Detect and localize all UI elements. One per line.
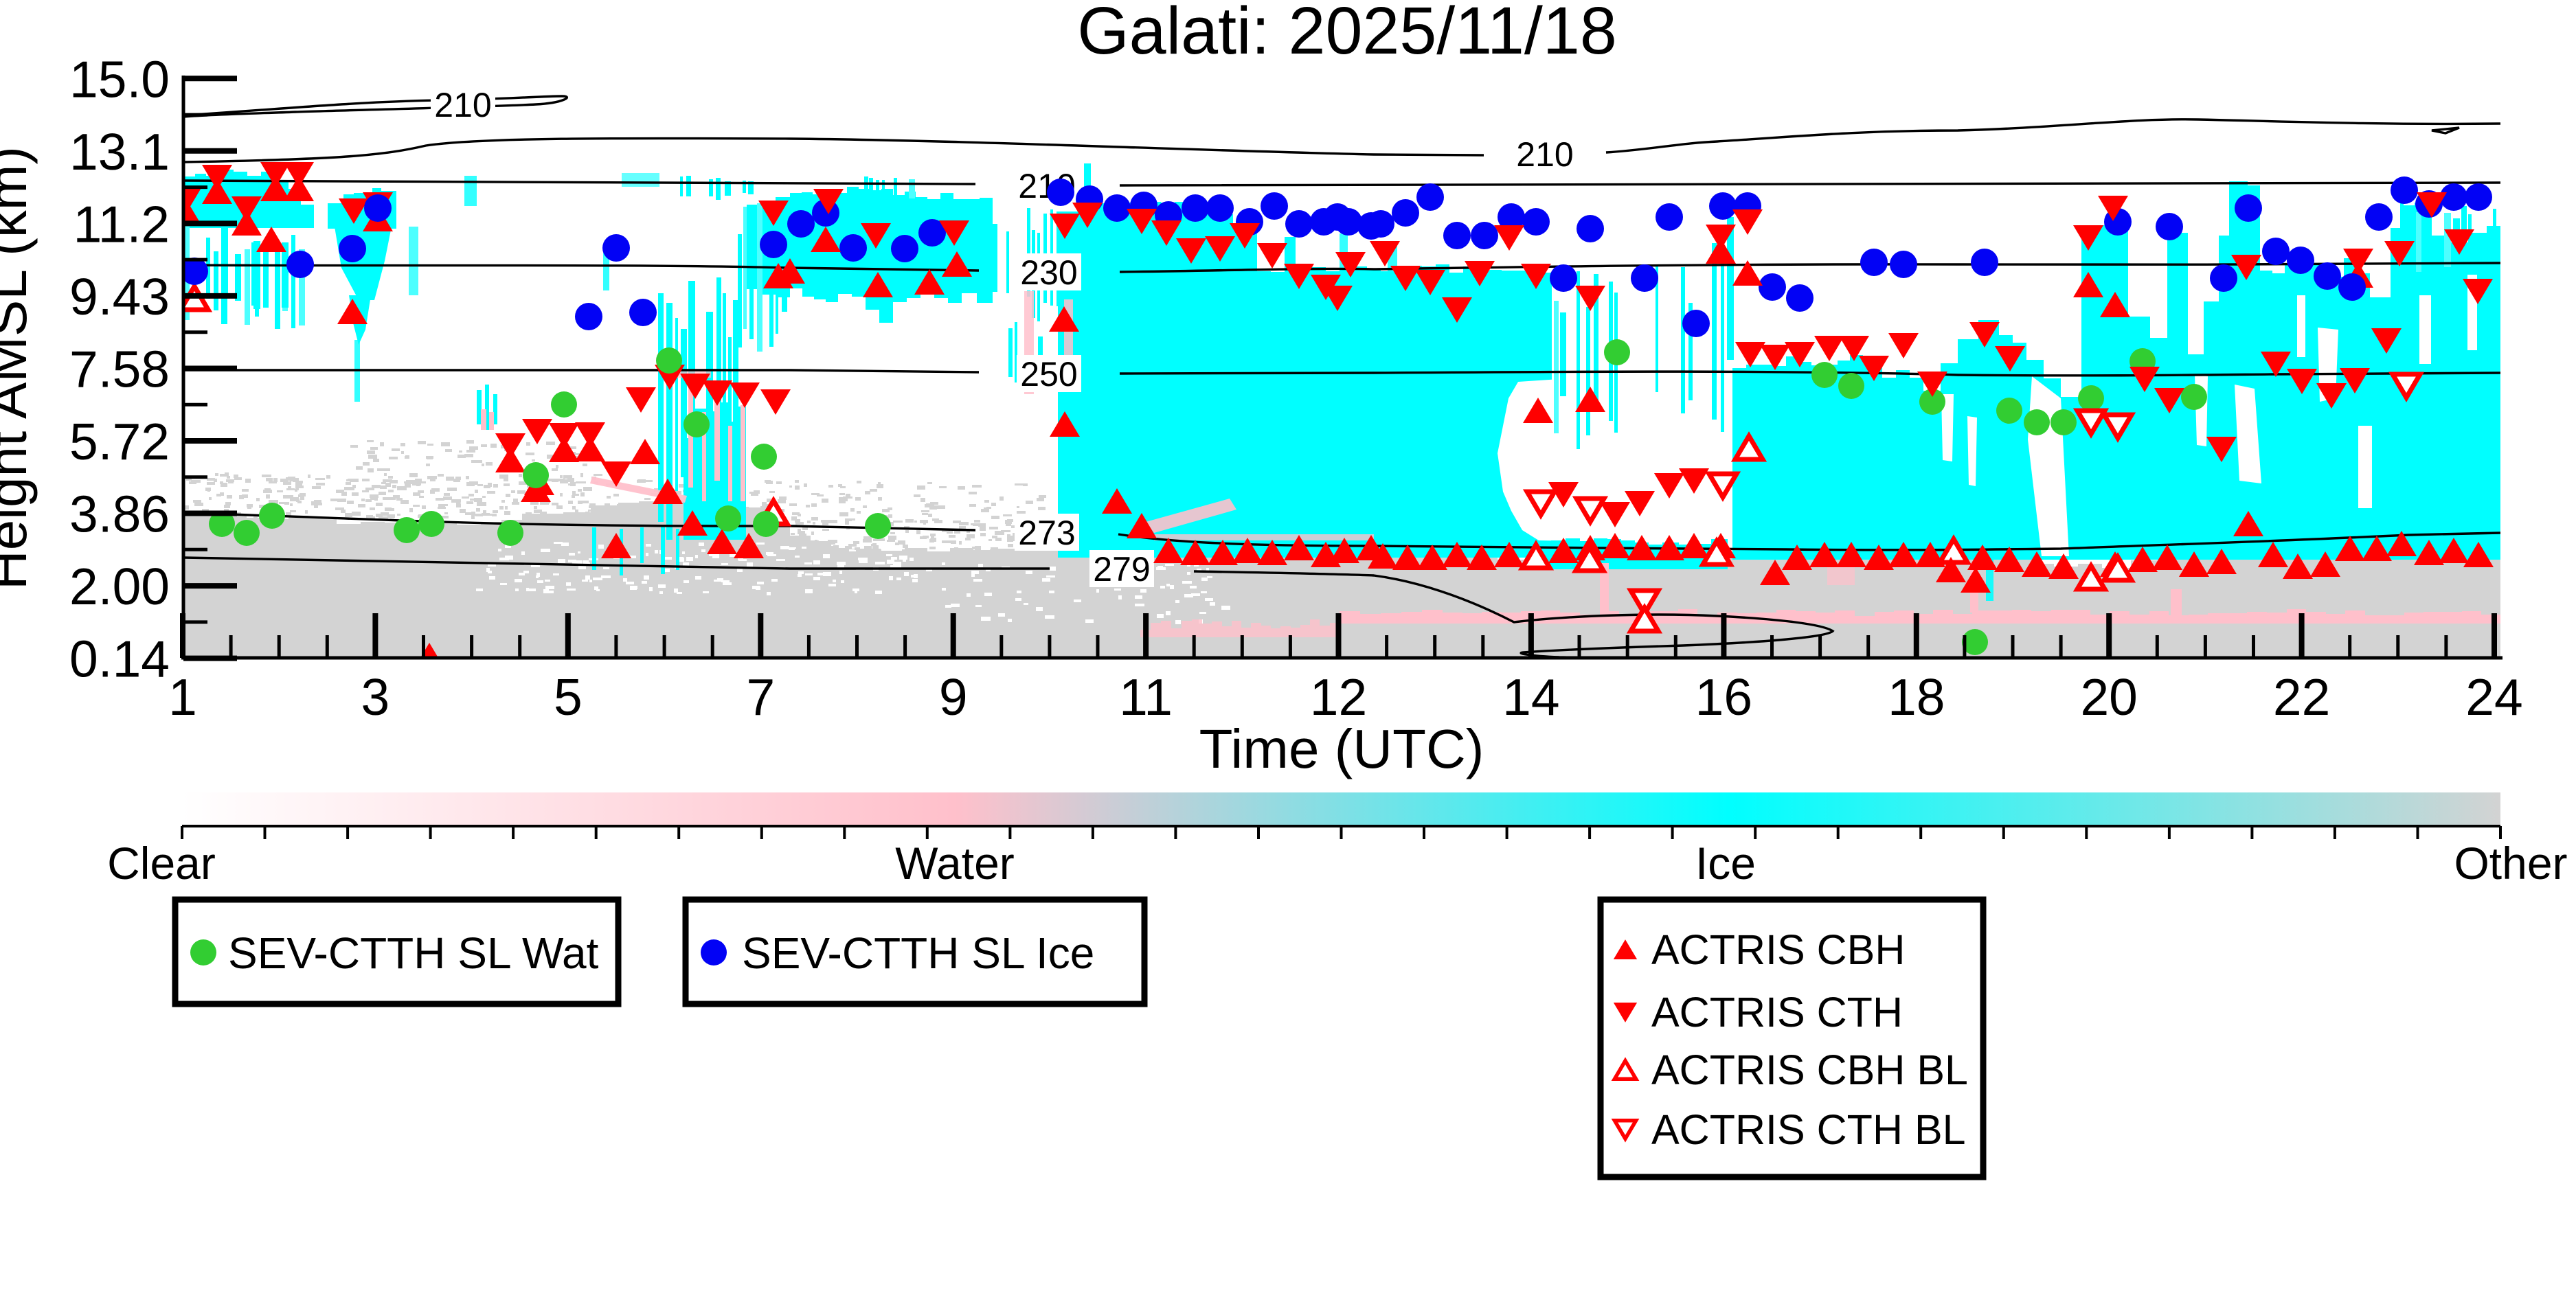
svg-text:1: 1: [168, 668, 197, 726]
svg-text:15.0: 15.0: [69, 50, 170, 108]
svg-text:5: 5: [554, 668, 583, 726]
svg-text:Time (UTC): Time (UTC): [1199, 718, 1484, 779]
svg-text:20: 20: [2080, 668, 2137, 726]
svg-text:Other: Other: [2454, 838, 2567, 889]
svg-text:210: 210: [1516, 135, 1573, 174]
svg-text:ACTRIS CBH BL: ACTRIS CBH BL: [1651, 1047, 1968, 1093]
svg-text:5.72: 5.72: [69, 413, 170, 470]
svg-text:24: 24: [2465, 668, 2522, 726]
svg-text:Galati: 2025/11/18: Galati: 2025/11/18: [1077, 0, 1617, 68]
svg-text:SEV-CTTH SL Ice: SEV-CTTH SL Ice: [742, 928, 1094, 978]
svg-text:12: 12: [1310, 668, 1367, 726]
svg-text:Water: Water: [895, 838, 1015, 889]
svg-text:7.58: 7.58: [69, 341, 170, 398]
svg-text:13.1: 13.1: [69, 123, 170, 181]
svg-text:11: 11: [1119, 668, 1173, 726]
svg-text:Height AMSL (km): Height AMSL (km): [0, 146, 38, 590]
svg-text:SEV-CTTH SL Wat: SEV-CTTH SL Wat: [228, 928, 599, 978]
svg-text:Ice: Ice: [1695, 838, 1756, 889]
svg-text:210: 210: [434, 86, 491, 124]
svg-text:230: 230: [1020, 253, 1077, 292]
svg-text:16: 16: [1695, 668, 1752, 726]
svg-text:22: 22: [2273, 668, 2330, 726]
svg-text:9.43: 9.43: [69, 268, 170, 325]
svg-text:273: 273: [1018, 514, 1075, 552]
svg-text:ACTRIS CTH: ACTRIS CTH: [1651, 989, 1903, 1036]
svg-text:0.14: 0.14: [69, 630, 170, 688]
svg-text:11.2: 11.2: [74, 195, 170, 253]
svg-text:ACTRIS CTH BL: ACTRIS CTH BL: [1651, 1106, 1966, 1153]
svg-text:14: 14: [1502, 668, 1559, 726]
svg-text:3: 3: [361, 668, 390, 726]
svg-text:250: 250: [1020, 355, 1077, 393]
svg-text:279: 279: [1093, 550, 1150, 589]
svg-text:9: 9: [939, 668, 968, 726]
svg-text:ACTRIS CBH: ACTRIS CBH: [1651, 926, 1905, 973]
svg-text:3.86: 3.86: [69, 485, 170, 543]
svg-text:18: 18: [1888, 668, 1945, 726]
svg-text:Clear: Clear: [107, 838, 216, 889]
svg-text:7: 7: [746, 668, 775, 726]
svg-text:2.00: 2.00: [69, 558, 170, 615]
